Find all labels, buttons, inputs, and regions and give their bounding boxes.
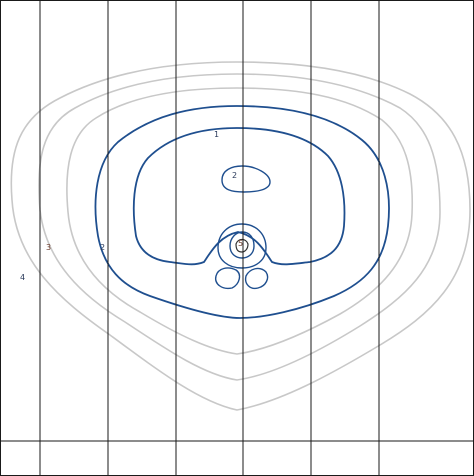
outer-contour-3	[66, 87, 414, 355]
outer-contour-1	[10, 61, 471, 411]
left-kidney-contour	[215, 267, 241, 290]
contour-label-1: 1	[214, 130, 219, 139]
contour-label-5: 4	[20, 273, 25, 282]
spine-contour-inner	[229, 231, 255, 259]
right-kidney-contour	[244, 267, 269, 290]
contour-label-6: 5	[238, 239, 243, 248]
outer-contour-2	[38, 73, 441, 381]
contour-label-2: 2	[232, 171, 237, 180]
contour-label-3: 2	[100, 243, 105, 252]
body-contour-outer	[94, 105, 390, 319]
upper-organ-contour	[221, 165, 271, 193]
body-contour-inner	[132, 127, 346, 266]
cord-contour	[235, 238, 249, 253]
spine-contour-outer	[217, 223, 267, 269]
contour-label-4: 3	[46, 243, 51, 252]
